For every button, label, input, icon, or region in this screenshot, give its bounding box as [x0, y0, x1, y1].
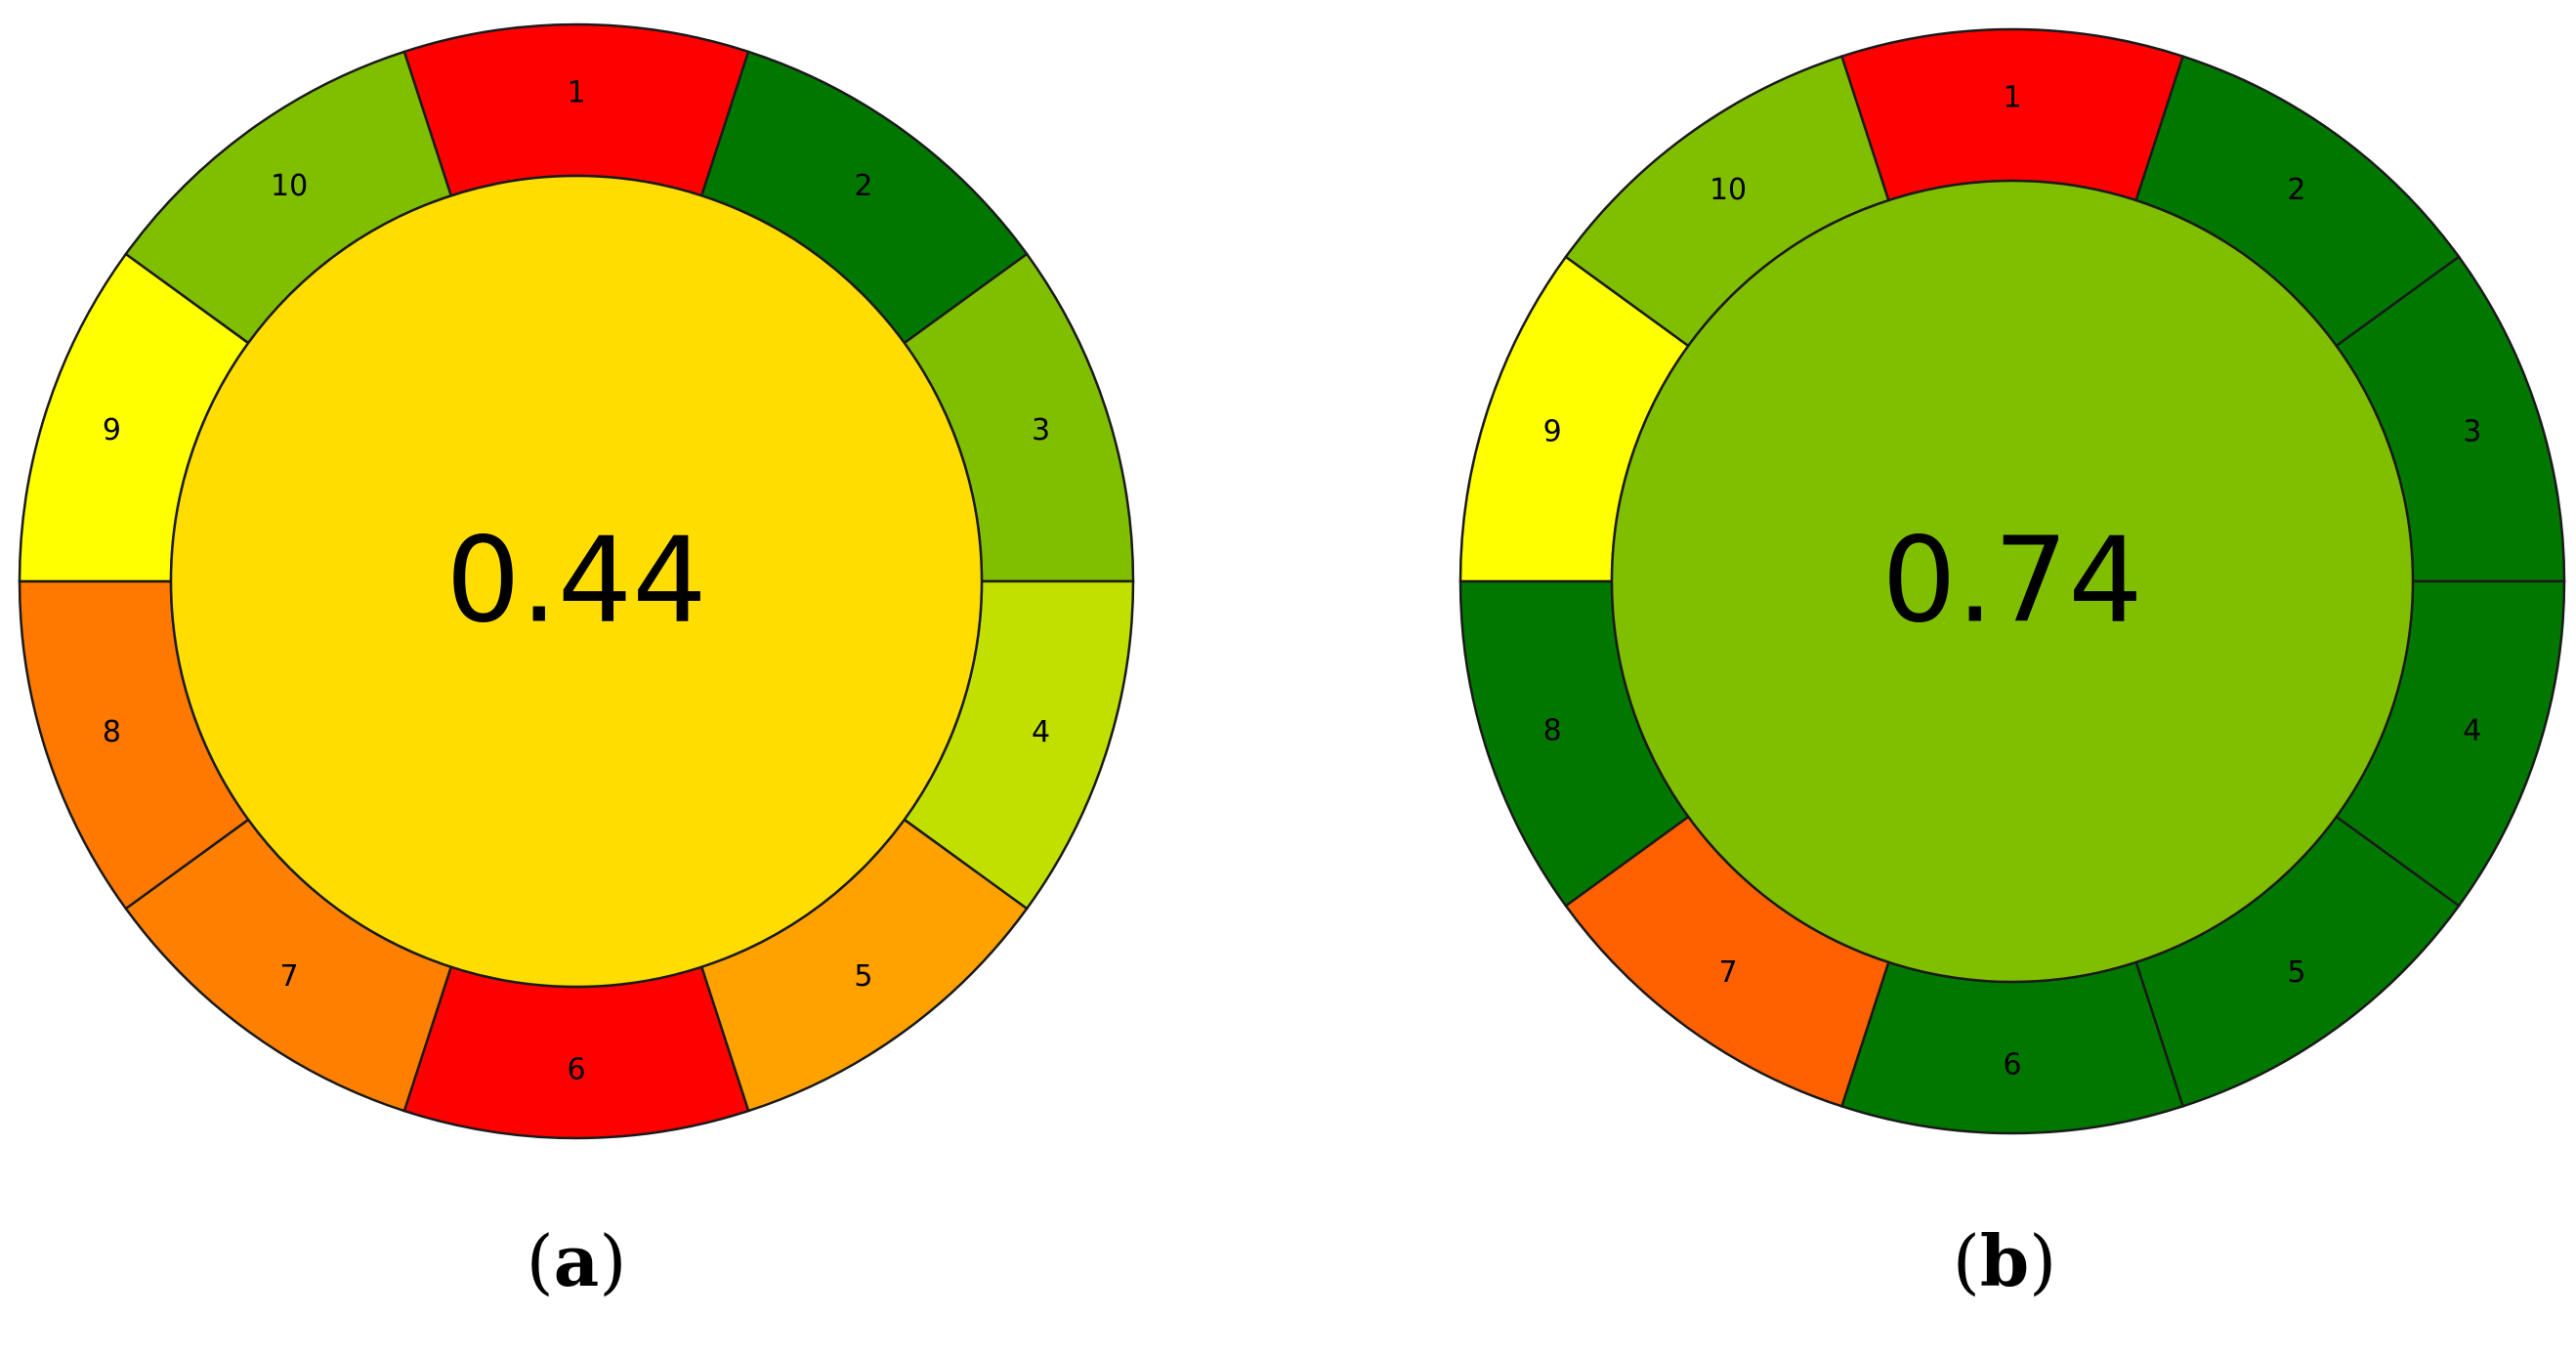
segment-label-a-1: 1 [567, 76, 585, 110]
figure-caption-b: (b) [1952, 1219, 2057, 1302]
segment-a-1 [402, 22, 750, 197]
agree-pictogram-a: 1 2 3 4 5 6 7 8 9 10 0.44 (a) [18, 22, 1135, 1302]
caption-label-b: b [1979, 1219, 2030, 1302]
segment-label-a-10: 10 [271, 169, 308, 203]
segment-label-b-1: 1 [2003, 81, 2021, 115]
segment-label-a-3: 3 [1032, 413, 1050, 447]
segment-label-b-3: 3 [2463, 415, 2481, 449]
segment-label-b-4: 4 [2463, 713, 2481, 747]
segment-label-b-7: 7 [1718, 955, 1737, 990]
segment-label-a-4: 4 [1032, 715, 1050, 749]
segment-label-a-9: 9 [103, 413, 121, 447]
segment-label-a-8: 8 [103, 715, 121, 749]
segment-label-a-2: 2 [854, 169, 872, 203]
segment-label-a-5: 5 [854, 959, 872, 994]
segment-label-b-9: 9 [1543, 415, 1562, 449]
agree-pictogram-b: 1 2 3 4 5 6 7 8 9 10 0.74 (b) [1288, 0, 2575, 1358]
center-disc-b [1610, 179, 2415, 984]
figure-caption-a: (a) [526, 1219, 627, 1302]
segment-label-b-2: 2 [2287, 173, 2305, 207]
center-disc-a [169, 174, 984, 989]
overall-score-a: 0.44 [445, 514, 706, 650]
segment-label-b-5: 5 [2287, 955, 2305, 990]
segment-label-a-6: 6 [567, 1053, 585, 1087]
segment-label-b-6: 6 [2003, 1048, 2021, 1082]
segment-b-1 [1839, 27, 2185, 202]
segment-label-b-8: 8 [1543, 713, 1562, 747]
overall-score-b: 0.74 [1881, 514, 2142, 650]
segment-label-b-10: 10 [1710, 173, 1747, 207]
segment-label-a-7: 7 [280, 959, 299, 994]
agree-wheel-a: 1 2 3 4 5 6 7 8 9 10 0.44 [18, 22, 1135, 1140]
caption-label-a: a [553, 1219, 600, 1302]
agree-wheel-b: 1 2 3 4 5 6 7 8 9 10 0.74 [1458, 27, 2566, 1135]
